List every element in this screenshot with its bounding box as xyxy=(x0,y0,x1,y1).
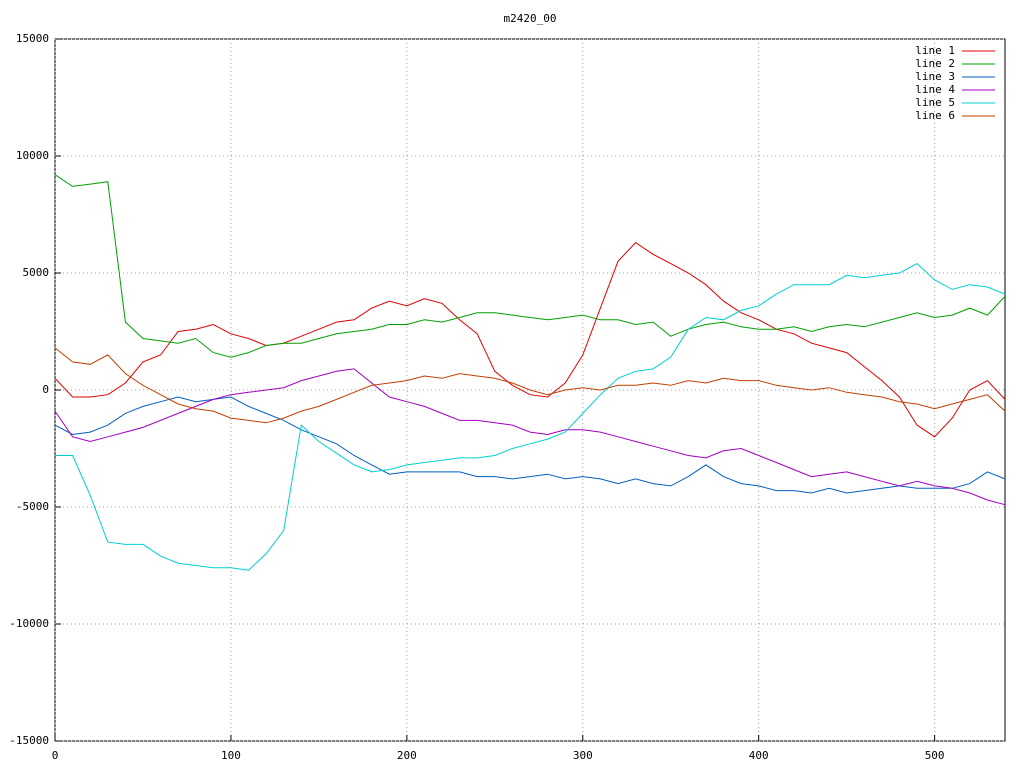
legend-label: line 3 xyxy=(915,70,955,83)
x-tick-label: 300 xyxy=(573,749,593,762)
series-line xyxy=(54,396,1006,494)
x-tick-label: 200 xyxy=(397,749,417,762)
chart-title: m2420_00 xyxy=(504,12,557,25)
series-line xyxy=(54,347,1006,424)
series-line xyxy=(54,241,1006,438)
y-tick-label: 0 xyxy=(42,383,49,396)
y-tick-label: 10000 xyxy=(16,149,49,162)
series-line xyxy=(54,174,1006,358)
x-tick-label: 400 xyxy=(749,749,769,762)
legend-label: line 6 xyxy=(915,109,955,122)
y-tick-label: 15000 xyxy=(16,32,49,45)
x-tick-label: 0 xyxy=(52,749,59,762)
series-line xyxy=(55,262,1006,571)
series-line xyxy=(54,368,1006,506)
legend-label: line 4 xyxy=(915,83,955,96)
y-tick-label: -10000 xyxy=(9,617,49,630)
legend-label: line 1 xyxy=(915,44,955,57)
legend-label: line 2 xyxy=(915,57,955,70)
x-tick-label: 100 xyxy=(221,749,241,762)
legend-label: line 5 xyxy=(915,96,955,109)
y-tick-label: 5000 xyxy=(23,266,50,279)
y-tick-label: -15000 xyxy=(9,734,49,747)
y-tick-label: -5000 xyxy=(16,500,49,513)
x-tick-label: 500 xyxy=(925,749,945,762)
